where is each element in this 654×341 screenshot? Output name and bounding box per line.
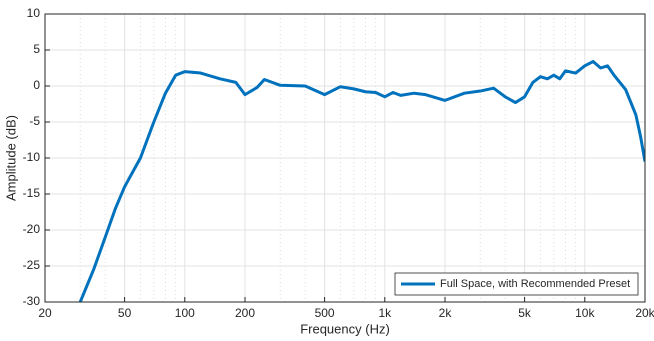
y-axis-label: Amplitude (dB): [3, 115, 18, 201]
x-tick-label: 2k: [439, 306, 453, 320]
y-tick-label: -10: [23, 150, 41, 164]
x-tick-label: 1k: [378, 306, 392, 320]
legend-box: [394, 272, 639, 296]
y-tick-label: -20: [23, 222, 41, 236]
y-tick-label: -5: [29, 114, 40, 128]
y-tick-label: -30: [23, 294, 41, 308]
legend: Full Space, with Recommended Preset: [394, 272, 639, 296]
plot-lines: [78, 60, 645, 302]
x-tick-label: 20: [38, 306, 52, 320]
y-tick-label: 0: [33, 78, 40, 92]
y-tick-label: 10: [27, 6, 41, 20]
y-tick-label: -15: [23, 186, 41, 200]
x-tick-label: 5k: [518, 306, 532, 320]
x-axis-label: Frequency (Hz): [300, 321, 390, 336]
data-line: [78, 60, 645, 302]
x-tick-label: 10k: [575, 306, 595, 320]
x-tick-label: 500: [315, 306, 335, 320]
x-tick-label: 50: [118, 306, 132, 320]
y-tick-label: -25: [23, 258, 41, 272]
x-tick-label: 200: [235, 306, 255, 320]
x-tick-label: 20k: [635, 306, 654, 320]
legend-label: Full Space, with Recommended Preset: [440, 278, 630, 290]
y-tick-label: 5: [33, 42, 40, 56]
x-tick-label: 100: [175, 306, 195, 320]
plot-border: [44, 13, 646, 303]
